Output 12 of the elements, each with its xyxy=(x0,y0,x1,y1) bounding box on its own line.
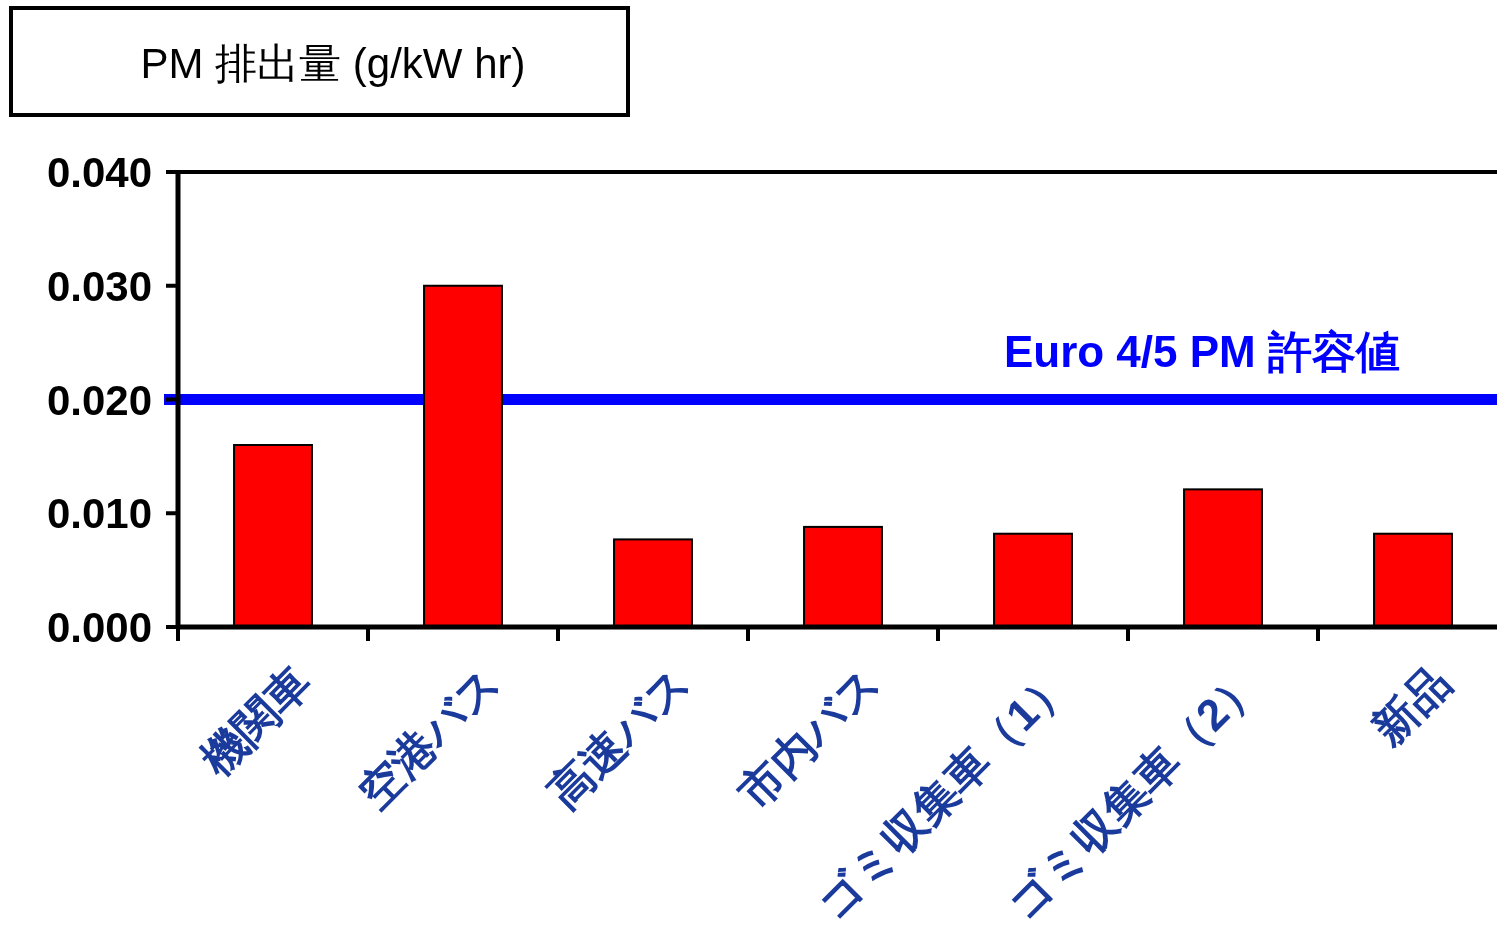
ref-line-label: Euro 4/5 PM 許容値 xyxy=(1003,326,1400,376)
x-tick-label: 機関車 xyxy=(190,656,320,786)
x-tick-label: 市内バス xyxy=(728,656,890,818)
x-tick-label: 高速バス xyxy=(538,656,700,818)
x-tick-label: 新品 xyxy=(1361,656,1460,755)
x-tick-label: 空港バス xyxy=(348,656,510,818)
y-tick-label: 0.020 xyxy=(46,376,152,424)
y-tick-label: 0.000 xyxy=(46,604,152,651)
y-tick-label: 0.040 xyxy=(46,149,152,196)
y-tick-label: 0.010 xyxy=(46,490,152,538)
chart-title: PM 排出量 (g/kW hr) xyxy=(140,40,526,87)
y-tick-label: 0.030 xyxy=(46,262,152,310)
